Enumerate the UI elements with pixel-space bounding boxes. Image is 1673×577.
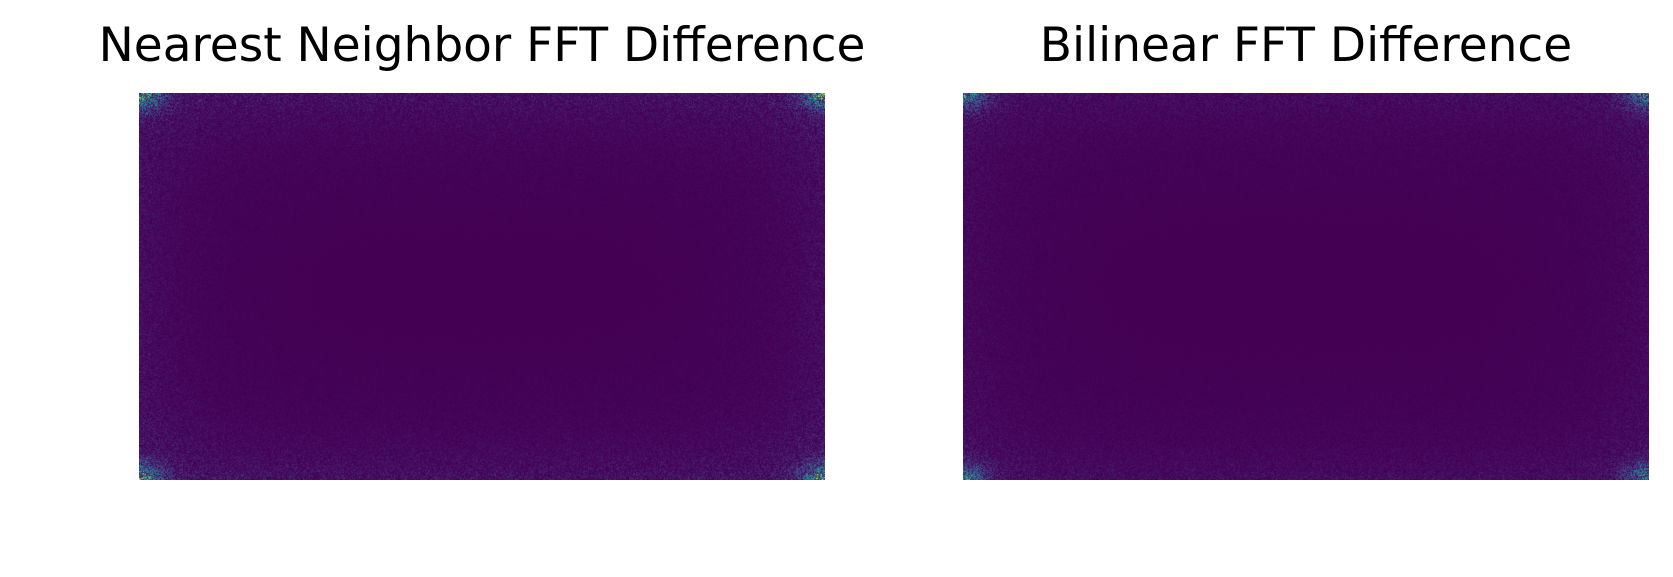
bilinear-fft-heatmap (963, 93, 1649, 480)
nearest-neighbor-fft-heatmap (139, 93, 825, 480)
panel-title-bilinear: Bilinear FFT Difference (1039, 18, 1573, 73)
panel-title-nearest-neighbor: Nearest Neighbor FFT Difference (98, 18, 866, 73)
